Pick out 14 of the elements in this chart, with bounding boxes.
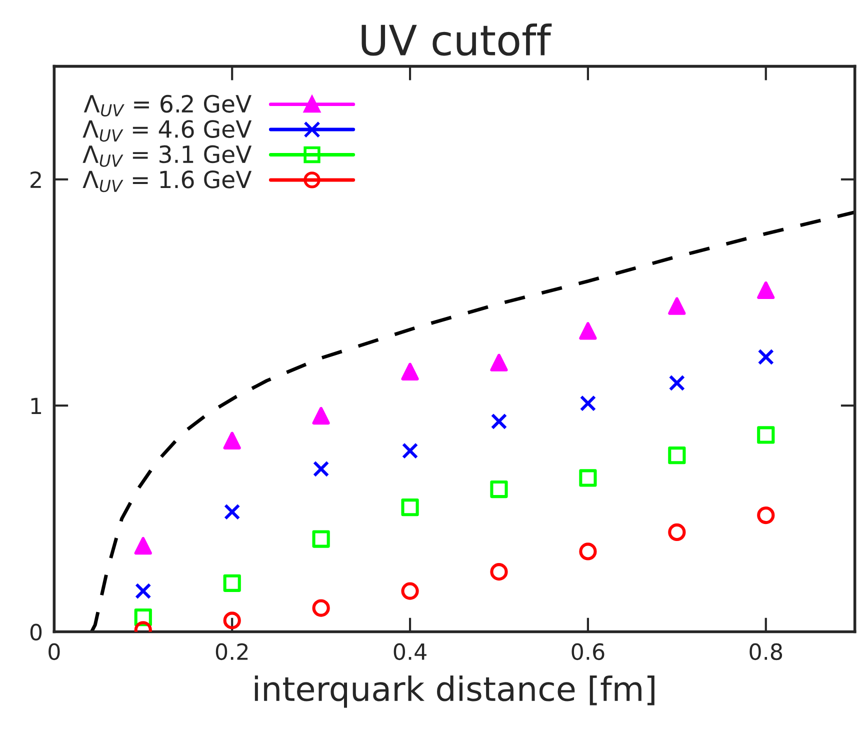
x-tick-label: 0 [48,643,60,660]
legend-label: Λ$_{UV}$ = 4.6 GeV [82,120,252,142]
x-tick-label: 0.4 [394,643,426,660]
x-axis-title: interquark distance [fm] [254,675,654,708]
x-tick-label: 0.8 [750,643,782,660]
legend-label: Λ$_{UV}$ = 1.6 GeV [82,170,252,192]
y-tick-label: 0 [30,624,42,641]
x-tick-label: 0.6 [572,643,604,660]
legend-label: Λ$_{UV}$ = 6.2 GeV [84,94,252,117]
y-tick-label: 1 [31,398,42,414]
chart-title: UV cutoff [362,24,552,56]
legend-label: Λ$_{UV}$ = 3.1 GeV [82,145,252,167]
x-tick-label: 0.2 [216,643,248,660]
y-tick-label: 2 [30,171,41,188]
